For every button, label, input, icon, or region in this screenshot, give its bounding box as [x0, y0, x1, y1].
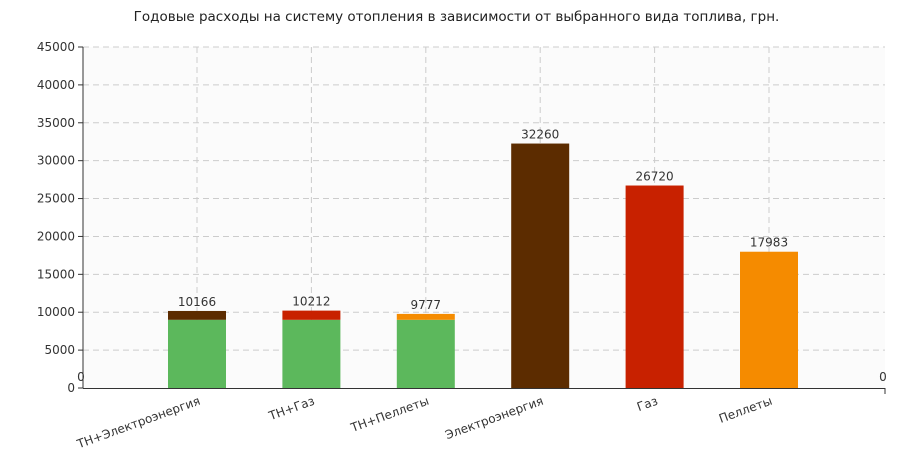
y-tick-label: 35000 [37, 116, 75, 130]
bar-segment [740, 251, 798, 388]
bar-segment [168, 319, 226, 388]
x-axis-tick-labels: ТН+Электроэнергия ТН+Газ ТН+Пеллеты Электро… [74, 394, 774, 452]
y-tick-label: 25000 [37, 192, 75, 206]
y-tick-label: 10000 [37, 305, 75, 319]
x-tick-label: ТН+Пеллеты [348, 394, 431, 436]
y-tick-label: 40000 [37, 78, 75, 92]
x-tick-label: ТН+Электроэнергия [74, 394, 202, 452]
x-tick-label: Электроэнергия [443, 394, 545, 443]
y-tick-label: 0 [67, 381, 75, 395]
bar-segment [625, 185, 684, 388]
data-label: 17983 [750, 236, 788, 250]
axes [82, 47, 886, 394]
x-tick-label: Газ [635, 394, 660, 414]
y-tick-label: 20000 [37, 229, 75, 243]
bar-segment [282, 310, 341, 320]
data-label: 10166 [178, 295, 216, 309]
y-axis-tick-labels: 0500010000150002000025000300003500040000… [37, 40, 83, 395]
data-labels: 10166 10212 9777 32260 26720 17983 0 0 [77, 128, 887, 384]
edge-label-right: 0 [879, 370, 887, 384]
bar-segment [282, 319, 341, 388]
y-tick-label: 15000 [37, 267, 75, 281]
x-tick-label: ТН+Газ [266, 394, 316, 424]
y-tick-label: 5000 [44, 343, 75, 357]
y-tick-label: 30000 [37, 154, 75, 168]
data-label: 32260 [521, 128, 559, 142]
data-label: 9777 [411, 298, 442, 312]
bar-segment [396, 313, 455, 320]
bars [168, 143, 798, 388]
data-label: 10212 [292, 295, 330, 309]
bar-segment [168, 310, 226, 320]
bar-segment [396, 319, 455, 388]
x-tick-label: Пеллеты [717, 394, 774, 426]
chart-title: Годовые расходы на систему отопления в з… [133, 9, 780, 25]
bar-segment [511, 143, 570, 388]
data-label: 26720 [636, 170, 674, 184]
y-tick-label: 45000 [37, 40, 75, 54]
edge-label-left: 0 [77, 370, 85, 384]
